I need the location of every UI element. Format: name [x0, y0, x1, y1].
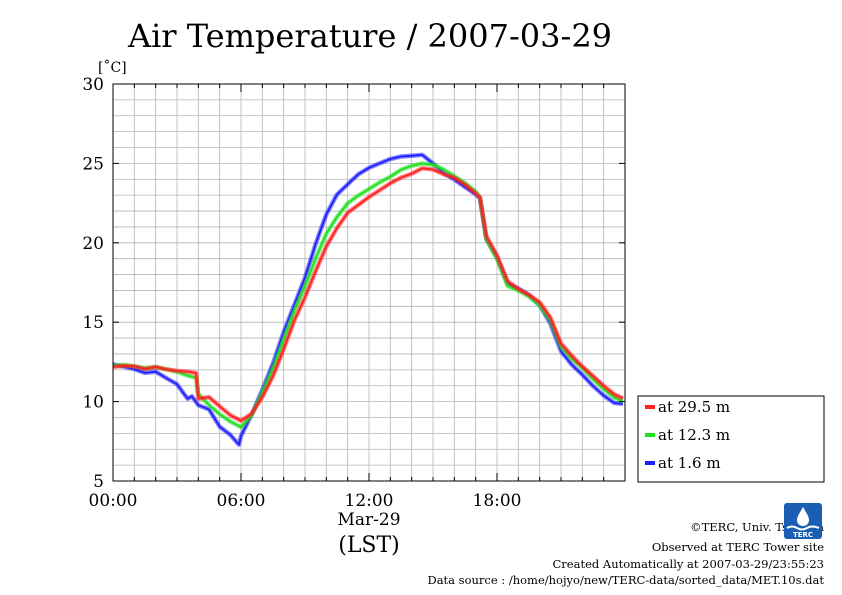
gridlines — [113, 84, 625, 481]
x-tick-label: 18:00 — [473, 491, 522, 511]
legend-box — [637, 395, 825, 483]
series-line-halo — [112, 161, 624, 430]
y-axis-unit-label: [˚C] — [98, 59, 127, 76]
series-line — [112, 162, 624, 429]
footer-data-source: Data source : /home/hojyo/new/TERC-data/… — [427, 573, 824, 587]
y-tick-label: 15 — [82, 313, 104, 333]
footer-observed: Observed at TERC Tower site — [651, 540, 824, 554]
legend-label: at 29.5 m — [658, 398, 730, 416]
logo-text: TERC — [793, 531, 813, 539]
x-tick-label: 12:00 — [345, 491, 394, 511]
y-tick-label: 5 — [93, 472, 104, 492]
y-tick-label: 10 — [82, 393, 104, 413]
chart-title: Air Temperature / 2007-03-29 — [127, 17, 612, 55]
legend: at 29.5 m at 12.3 m at 1.6 m — [637, 395, 825, 483]
y-tick-label: 20 — [82, 234, 104, 254]
y-tick-label: 30 — [82, 75, 104, 95]
water-drop-icon — [797, 507, 809, 526]
legend-label: at 12.3 m — [658, 426, 730, 444]
series-line-halo — [112, 166, 624, 423]
y-tick-label: 25 — [82, 154, 104, 174]
x-axis-date-label: Mar-29 — [337, 510, 400, 530]
x-axis-label: (LST) — [338, 533, 400, 558]
legend-label: at 1.6 m — [658, 454, 721, 472]
axis-ticks: 5 10 15 20 25 30 00:00 06:00 12:00 18:00 — [82, 75, 625, 511]
x-tick-label: 00:00 — [89, 491, 138, 511]
series-layer — [112, 152, 624, 447]
wave-icon — [786, 525, 820, 531]
footer-created: Created Automatically at 2007-03-29/23:5… — [552, 557, 825, 571]
series-line — [112, 167, 624, 422]
x-tick-label: 06:00 — [217, 491, 266, 511]
terc-logo: TERC — [784, 503, 822, 539]
